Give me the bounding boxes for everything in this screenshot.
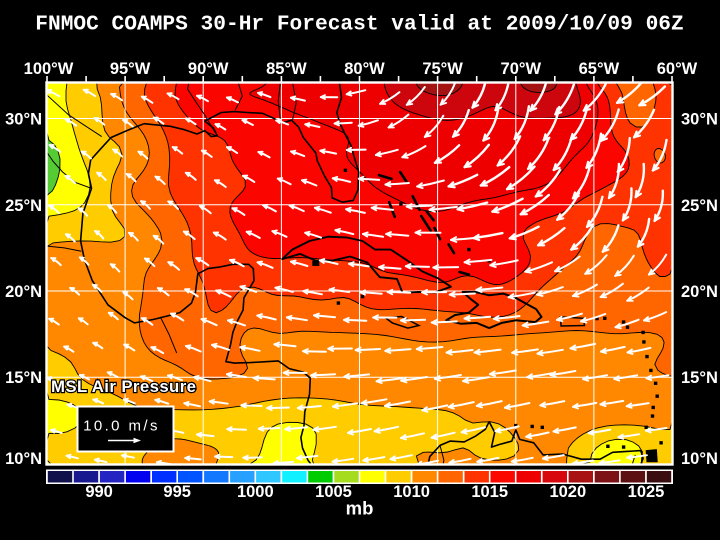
svg-text:mb: mb xyxy=(346,498,374,519)
svg-text:25°N: 25°N xyxy=(5,197,42,215)
svg-text:30°N: 30°N xyxy=(5,111,42,129)
svg-text:1005: 1005 xyxy=(315,483,352,501)
svg-text:90°W: 90°W xyxy=(188,60,229,78)
svg-text:990: 990 xyxy=(85,483,113,501)
svg-text:1010: 1010 xyxy=(393,483,430,501)
svg-text:1015: 1015 xyxy=(471,483,508,501)
svg-text:100°W: 100°W xyxy=(24,60,74,78)
svg-text:MSL Air Pressure: MSL Air Pressure xyxy=(51,377,196,396)
svg-text:30°N: 30°N xyxy=(681,111,718,129)
svg-text:20°N: 20°N xyxy=(5,283,42,301)
svg-text:1025: 1025 xyxy=(628,483,665,501)
svg-text:60°W: 60°W xyxy=(657,60,698,78)
svg-text:15°N: 15°N xyxy=(681,369,718,387)
svg-text:1000: 1000 xyxy=(237,483,274,501)
svg-text:70°W: 70°W xyxy=(501,60,542,78)
svg-text:1020: 1020 xyxy=(549,483,586,501)
svg-text:FNMOC COAMPS 30-Hr Forecast va: FNMOC COAMPS 30-Hr Forecast valid at 200… xyxy=(35,13,683,37)
svg-text:75°W: 75°W xyxy=(422,60,463,78)
svg-text:80°W: 80°W xyxy=(344,60,385,78)
svg-text:995: 995 xyxy=(163,483,191,501)
svg-text:85°W: 85°W xyxy=(266,60,307,78)
svg-text:10.0 m/s: 10.0 m/s xyxy=(83,418,160,435)
svg-text:10°N: 10°N xyxy=(681,450,718,468)
svg-text:15°N: 15°N xyxy=(5,369,42,387)
svg-text:25°N: 25°N xyxy=(681,197,718,215)
svg-text:65°W: 65°W xyxy=(579,60,620,78)
svg-text:10°N: 10°N xyxy=(5,450,42,468)
svg-text:95°W: 95°W xyxy=(110,60,151,78)
svg-text:20°N: 20°N xyxy=(681,283,718,301)
